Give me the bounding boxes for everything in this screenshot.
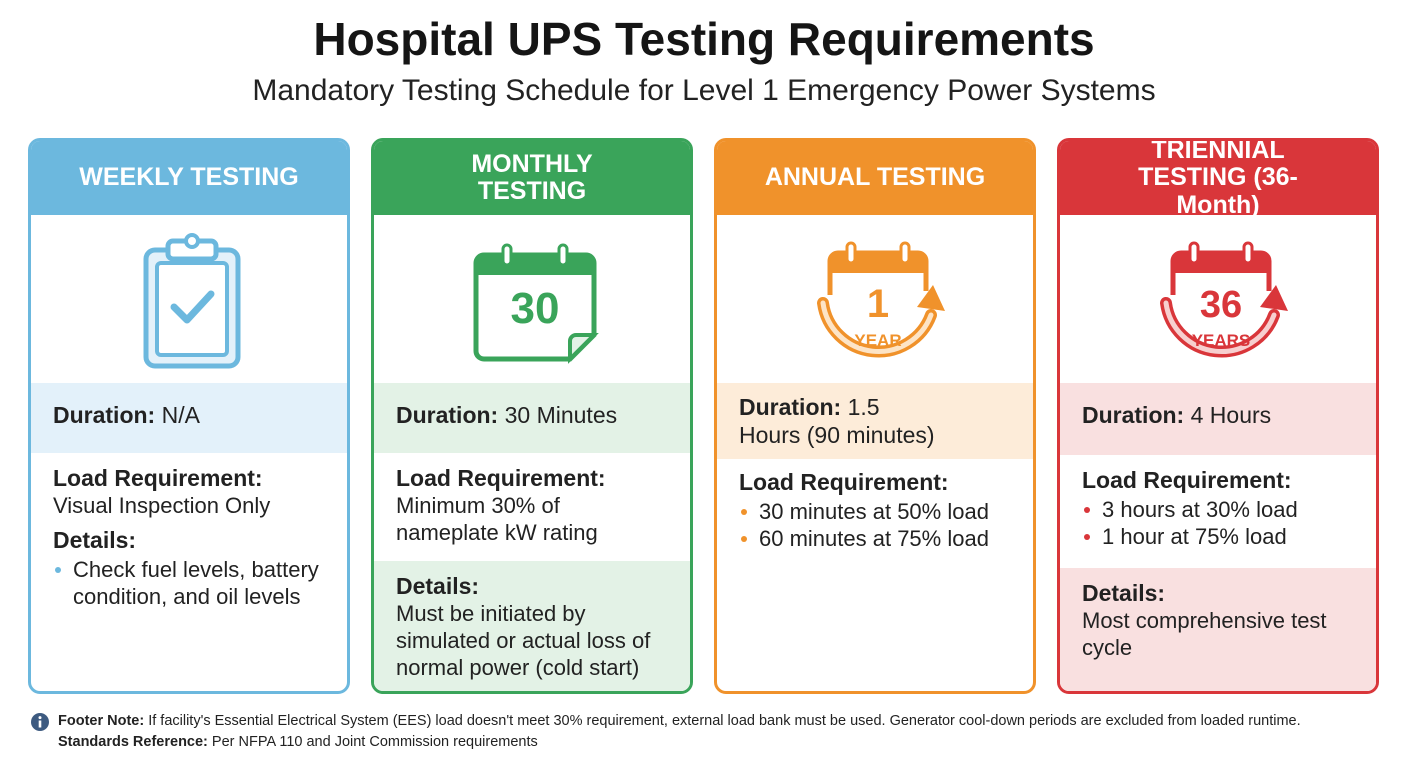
label: Load Requirement: [1082, 467, 1292, 493]
label: Details: [1082, 580, 1166, 606]
text: Visual Inspection Only [53, 493, 271, 518]
value: 4 Hours [1190, 402, 1272, 428]
bullet: 30 minutes at 50% load [739, 498, 1011, 525]
label: Load Requirement: [396, 465, 606, 491]
duration: Duration: 1.5 Hours (90 minutes) [717, 383, 1033, 459]
card-title: TRIENNIAL TESTING (36-Month) [1060, 141, 1376, 219]
icon-number: 30 [511, 284, 560, 333]
clipboard-icon [143, 233, 241, 369]
details: Details: Check fuel levels, battery condi… [31, 527, 347, 618]
label: Footer Note: [58, 713, 145, 729]
card-title: MONTHLY TESTING [374, 141, 690, 215]
list: 30 minutes at 50% load 60 minutes at 75% … [739, 498, 1011, 552]
card-title: WEEKLY TESTING [31, 141, 347, 215]
value: 30 Minutes [504, 402, 618, 428]
text: Most comprehensive test cycle [1082, 608, 1327, 660]
load: Load Requirement: 30 minutes at 50% load 6… [717, 459, 1033, 560]
calendar-icon: 30 [473, 243, 599, 364]
calendar-cycle-icon: 36 YEARS [1160, 241, 1288, 358]
load: Load Requirement: Minimum 30% of nameplat… [374, 453, 690, 561]
card: WEEKLY TESTING Duration: N/A Load Requir… [28, 138, 350, 694]
info-icon [31, 713, 49, 731]
list: Check fuel levels, battery condition, an… [53, 556, 325, 610]
duration: Duration: N/A [31, 383, 347, 453]
footer-reference: Standards Reference: Per NFPA 110 and Jo… [58, 734, 538, 750]
bullet: 3 hours at 30% load [1082, 496, 1354, 523]
value: 1.5 Hours (90 minutes) [739, 394, 935, 448]
icon: 36 YEARS [1060, 215, 1376, 383]
duration: Duration: 4 Hours [1060, 383, 1376, 455]
card: TRIENNIAL TESTING (36-Month) 36 YEARS Du… [1057, 138, 1379, 694]
title: Hospital UPS Testing Requirements [313, 13, 1095, 65]
subtitle: Mandatory Testing Schedule for Level 1 E… [252, 74, 1156, 107]
details: Details: Must be initiated by simulated o… [374, 561, 690, 691]
footer-note: Footer Note: If facility's Essential Ele… [58, 713, 1301, 729]
icon: 1 YEAR [717, 215, 1033, 383]
card-title: ANNUAL TESTING [717, 141, 1033, 215]
text: Minimum 30% of nameplate kW rating [396, 493, 598, 545]
label: Standards Reference: [58, 734, 208, 750]
duration: Duration: 30 Minutes [374, 383, 690, 453]
label: Duration: [739, 394, 842, 420]
text: If facility's Essential Electrical Syste… [148, 713, 1301, 729]
calendar-cycle-icon: 1 YEAR [817, 241, 945, 358]
bullet: 1 hour at 75% load [1082, 523, 1354, 550]
icon-number: 1 [867, 282, 889, 326]
card: ANNUAL TESTING 1 YEAR Duration: 1.5 Hour… [714, 138, 1036, 694]
card: MONTHLY TESTING 30 Duration: 30 Minutes … [371, 138, 693, 694]
list: 3 hours at 30% load 1 hour at 75% load [1082, 496, 1354, 550]
label: Duration: [1082, 402, 1185, 428]
label: Details: [396, 573, 480, 599]
icon-number: 36 [1200, 284, 1242, 326]
icon-unit: YEARS [1192, 331, 1251, 350]
label: Load Requirement: [53, 465, 263, 491]
text: Must be initiated by simulated or actual… [396, 601, 651, 680]
icon-unit: YEAR [854, 331, 901, 350]
load: Load Requirement: 3 hours at 30% load 1 ho… [1060, 455, 1376, 568]
bullet: Check fuel levels, battery condition, an… [53, 556, 325, 610]
value: N/A [161, 402, 200, 428]
load: Load Requirement: Visual Inspection Only [31, 453, 347, 527]
label: Duration: [53, 402, 156, 428]
text: Per NFPA 110 and Joint Commission requir… [211, 734, 538, 750]
icon [31, 215, 347, 383]
bullet: 60 minutes at 75% load [739, 525, 1011, 552]
label: Details: [53, 527, 137, 553]
icon: 30 [374, 215, 690, 383]
label: Duration: [396, 402, 499, 428]
label: Load Requirement: [739, 469, 949, 495]
details: Details: Most comprehensive test cycle [1060, 568, 1376, 691]
